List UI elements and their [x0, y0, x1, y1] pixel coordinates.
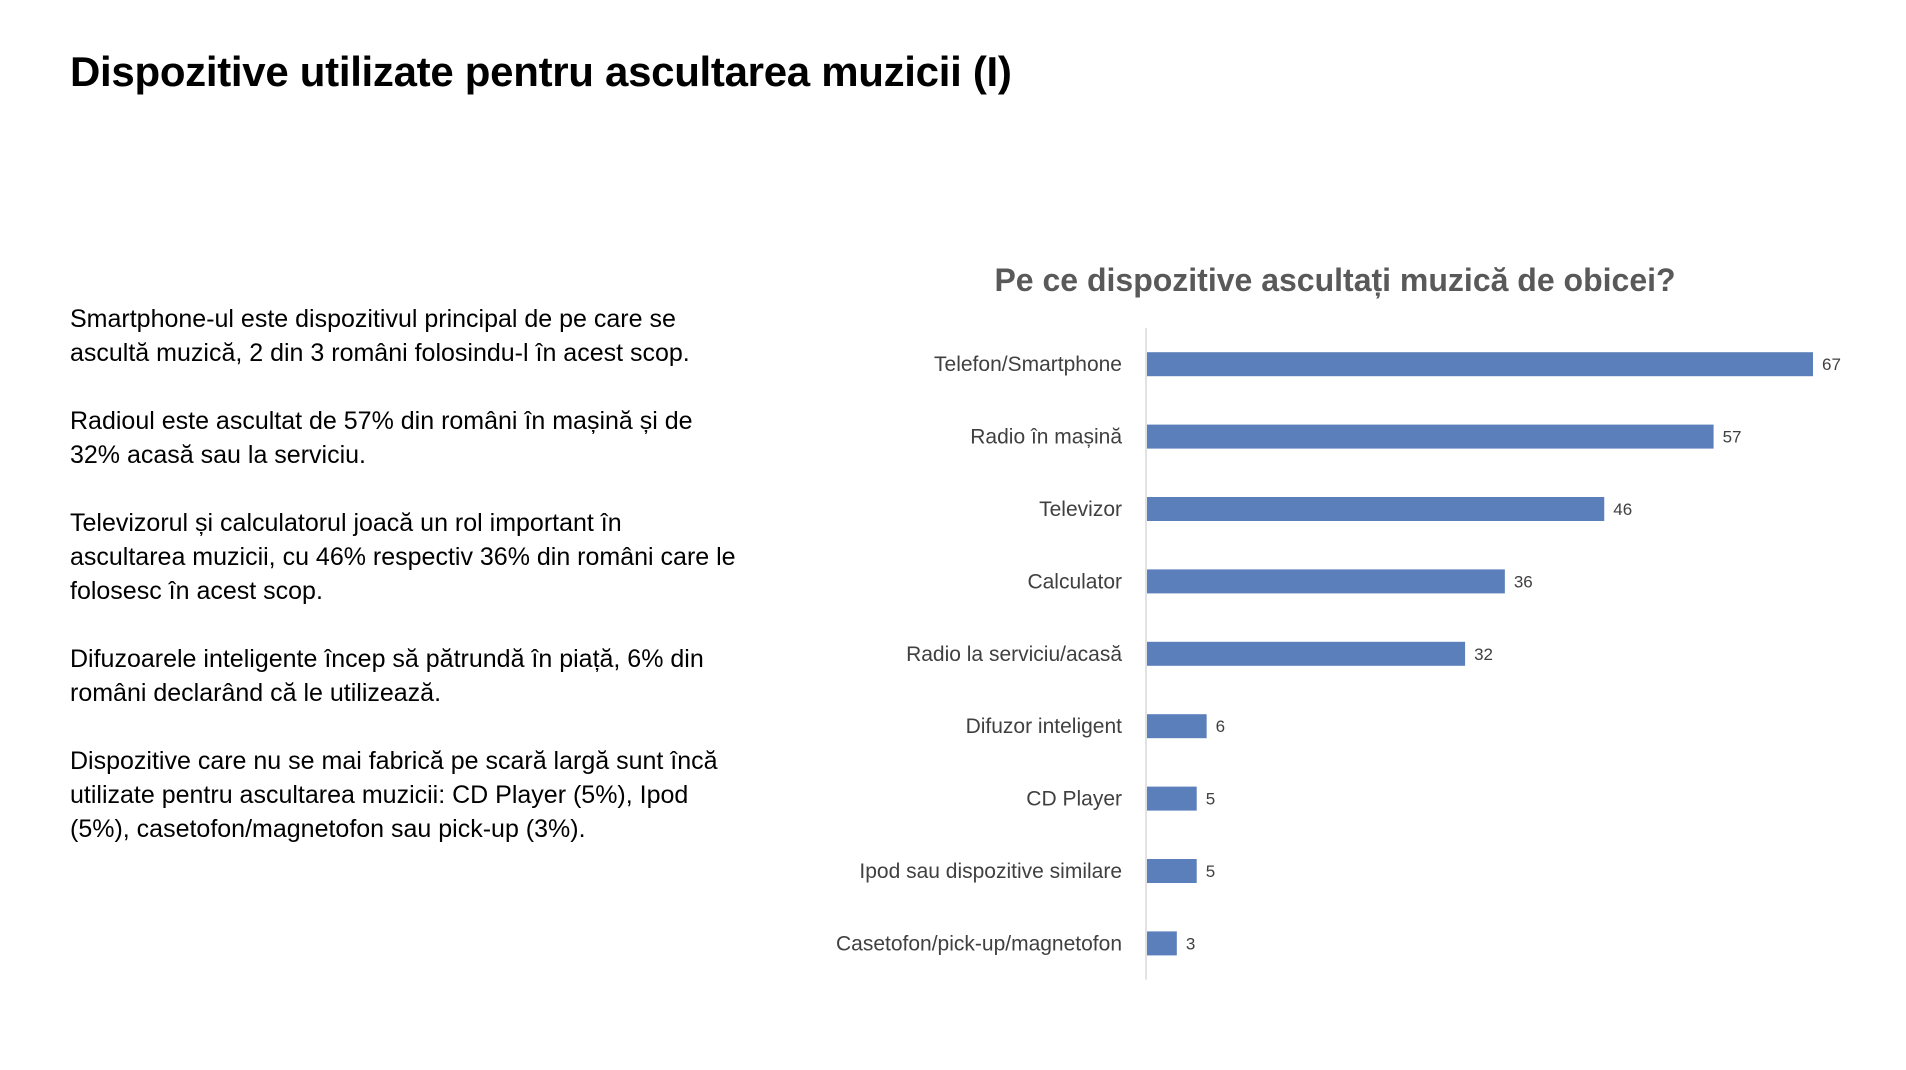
data-label: 6	[1216, 717, 1225, 736]
slide-title: Dispozitive utilizate pentru ascultarea …	[70, 48, 1012, 95]
bar	[1147, 497, 1605, 521]
bar	[1147, 931, 1177, 956]
data-label: 46	[1613, 500, 1632, 519]
category-label: Televizor	[1039, 498, 1122, 521]
data-label: 67	[1822, 355, 1841, 374]
data-label: 36	[1514, 572, 1533, 591]
bar	[1147, 859, 1197, 883]
data-label: 3	[1186, 934, 1195, 953]
summary-paragraph-radio: Radioul este ascultat de 57% din români …	[70, 407, 693, 469]
data-label: 32	[1474, 645, 1493, 664]
summary-text: Smartphone-ul este dispozitivul principa…	[70, 302, 740, 880]
data-label: 5	[1206, 790, 1215, 809]
bar	[1147, 424, 1714, 449]
category-label: Ipod sau dispozitive similare	[859, 860, 1122, 883]
category-label: Radio în mașină	[970, 426, 1122, 449]
data-label: 57	[1723, 428, 1742, 447]
category-label: Casetofon/pick-up/magnetofon	[836, 932, 1122, 955]
data-label: 5	[1206, 862, 1215, 881]
category-label: CD Player	[1026, 788, 1122, 811]
bar	[1147, 786, 1197, 811]
summary-paragraph-smartphone: Smartphone-ul este dispozitivul principa…	[70, 305, 690, 367]
bar	[1147, 641, 1466, 666]
bar	[1147, 352, 1813, 377]
category-label: Difuzor inteligent	[966, 715, 1123, 738]
bar	[1147, 569, 1505, 594]
category-label: Calculator	[1027, 570, 1122, 593]
category-label: Telefon/Smartphone	[934, 353, 1122, 376]
summary-paragraph-legacy-devices: Dispozitive care nu se mai fabrică pe sc…	[70, 747, 718, 843]
category-label: Radio la serviciu/acasă	[906, 643, 1122, 666]
chart-title: Pe ce dispozitive ascultați muzică de ob…	[994, 262, 1676, 298]
bar	[1147, 714, 1207, 739]
summary-paragraph-smart-speakers: Difuzoarele inteligente încep să pătrund…	[70, 645, 704, 707]
summary-paragraph-tv-computer: Televizorul și calculatorul joacă un rol…	[70, 509, 736, 605]
